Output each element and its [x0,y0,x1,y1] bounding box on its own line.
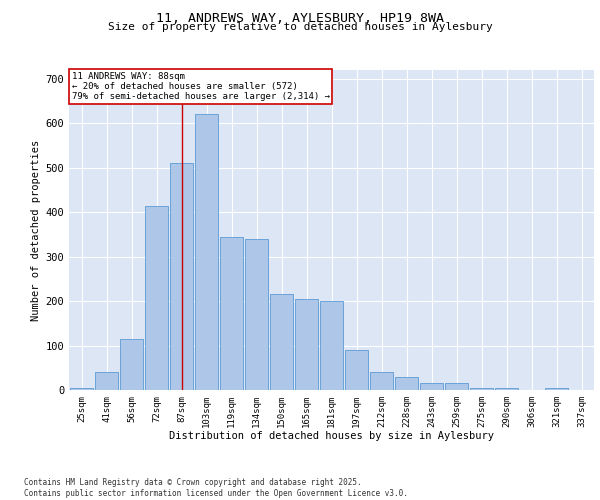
Bar [120,339,143,390]
Text: 11 ANDREWS WAY: 88sqm
← 20% of detached houses are smaller (572)
79% of semi-det: 11 ANDREWS WAY: 88sqm ← 20% of detached … [71,72,329,102]
Bar [95,372,118,390]
Bar [445,384,468,390]
Bar [420,384,443,390]
Bar [145,206,168,390]
Bar [295,299,318,390]
Text: 11, ANDREWS WAY, AYLESBURY, HP19 8WA: 11, ANDREWS WAY, AYLESBURY, HP19 8WA [156,12,444,26]
Bar [545,388,568,390]
Bar [245,239,268,390]
Bar [170,164,193,390]
Text: Size of property relative to detached houses in Aylesbury: Size of property relative to detached ho… [107,22,493,32]
Bar [70,388,93,390]
Bar [220,236,243,390]
Text: Contains HM Land Registry data © Crown copyright and database right 2025.
Contai: Contains HM Land Registry data © Crown c… [24,478,408,498]
Bar [395,376,418,390]
Bar [320,301,343,390]
Bar [495,388,518,390]
Bar [470,388,493,390]
Bar [370,372,393,390]
Y-axis label: Number of detached properties: Number of detached properties [31,140,41,320]
Bar [270,294,293,390]
Bar [195,114,218,390]
X-axis label: Distribution of detached houses by size in Aylesbury: Distribution of detached houses by size … [169,432,494,442]
Bar [345,350,368,390]
